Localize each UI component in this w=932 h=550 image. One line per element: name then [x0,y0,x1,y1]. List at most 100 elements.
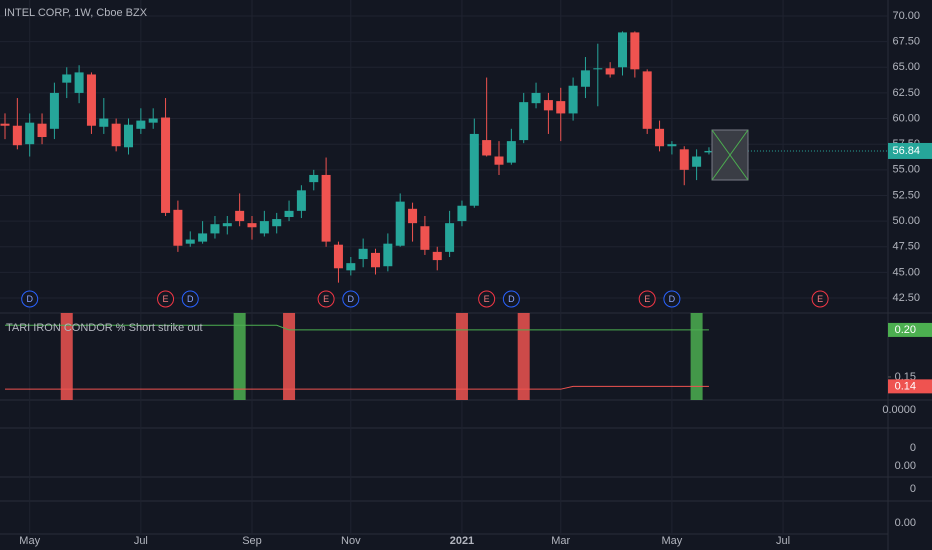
candle-body [0,123,10,126]
candle-body [99,118,109,127]
y-tick-label: 65.00 [892,61,920,73]
candle-body [86,74,96,126]
indicator-value-label: 0.20 [895,324,916,336]
candle-body [74,72,84,93]
candle-body [383,243,393,267]
candle-body [618,32,627,68]
pane-tick-label: 0.0000 [882,404,916,416]
candle-body [222,223,232,227]
y-tick-label: 45.00 [892,266,920,278]
event-badge [478,290,496,308]
candle-body [49,92,59,129]
signal-bar [233,313,246,400]
candle-body [185,239,195,244]
candle-body [358,248,368,260]
event-badge [157,290,175,308]
candle-body [543,100,553,111]
candle-body [432,251,442,261]
y-tick-label: 70.00 [892,10,920,22]
indicator-line [5,385,709,390]
candle-body [210,224,220,234]
candle-body [25,122,35,145]
x-tick-label: 2021 [450,535,474,547]
candle-body [605,68,615,75]
candle-body [235,210,245,222]
last-price-badge [888,142,932,159]
event-label: D [187,294,194,304]
event-label: D [348,294,355,304]
y-tick-label: 50.00 [892,215,920,227]
candle-body [482,140,492,156]
candle-body [642,71,652,129]
event-badge [502,290,520,308]
candle-body [420,226,430,250]
candle-body [655,128,665,147]
candle-body [692,156,702,167]
candle-body [408,208,418,224]
candle-body [111,123,121,147]
indicator-badge [888,322,932,337]
candle-body [272,219,282,227]
candle-body [259,221,269,234]
y-tick-label: 52.50 [892,189,920,201]
candle-body [296,190,306,211]
candle-body [346,263,356,271]
signal-bar [517,313,530,400]
indicator-line [5,324,709,331]
x-tick-label: Sep [242,535,262,547]
event-badge [638,290,656,308]
x-tick-label: Nov [341,535,361,547]
candle-body [667,144,677,147]
candle-body [556,101,566,114]
chart-title: INTEL CORP, 1W, Cboe BZX [4,7,148,19]
candle-body [62,74,72,83]
candle-body [247,223,257,228]
event-badge [663,290,681,308]
candle-body [469,133,479,206]
candle-body [173,209,183,246]
event-badge [811,290,829,308]
x-tick-label: May [662,535,683,547]
candle-body [568,85,578,114]
candle-body [161,117,171,213]
logo-placeholder [711,129,749,181]
x-tick-label: May [19,535,40,547]
pane-tick-label: 0 [910,442,916,454]
y-tick-label: 67.50 [892,36,920,48]
candle-body [371,252,380,268]
event-label: E [323,294,329,304]
signal-bar [283,313,296,400]
candle-body [12,125,22,146]
candle-body [457,205,467,222]
candle-body [321,174,331,242]
x-tick-label: Jul [776,535,790,547]
candle-body [494,156,504,165]
candle-body [506,141,516,163]
pane-tick-label: 0 [910,483,916,495]
indicator-badge [888,379,932,394]
y-tick-label: 60.00 [892,112,920,124]
event-badge [317,290,335,308]
candle-body [395,201,405,246]
candle-body [37,123,47,138]
event-badge [181,290,199,308]
event-label: D [669,294,676,304]
candle-body [679,149,689,170]
y-tick-label: 62.50 [892,87,920,99]
candle-body [284,210,294,218]
event-label: D [508,294,515,304]
event-label: E [817,294,823,304]
candle-body [519,102,529,141]
pane-tick-label: 0.00 [895,460,916,472]
pane-tick-label: 0.00 [895,517,916,529]
plot [0,0,888,534]
x-tick-label: Mar [551,535,570,547]
event-label: E [163,294,169,304]
event-badge [342,290,360,308]
x-tick-label: Jul [134,535,148,547]
event-label: E [484,294,490,304]
y-tick-label: 42.50 [892,292,920,304]
signal-bar [690,313,703,400]
candle-body [593,68,603,70]
